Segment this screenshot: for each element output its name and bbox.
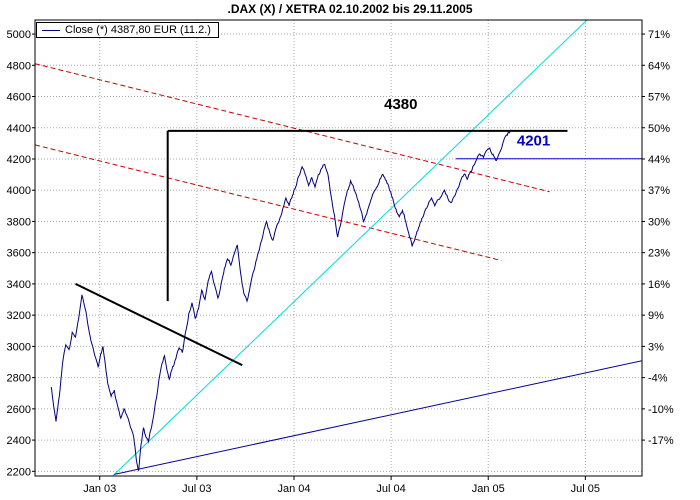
y-axis-right-label: 16% <box>648 279 670 291</box>
y-axis-right-label: -17% <box>648 435 674 447</box>
y-axis-left-label: 2600 <box>7 404 31 416</box>
y-axis-left-label: 4200 <box>7 154 31 166</box>
y-axis-right-label: 50% <box>648 123 670 135</box>
y-axis-left-label: 4400 <box>7 123 31 135</box>
y-axis-right-label: -4% <box>648 373 668 385</box>
price-line <box>50 129 512 471</box>
axis-labels: 5000 4800 4600 4400 4200 4000 3800 3600 3400 3200… <box>7 29 674 495</box>
plot-border <box>34 19 643 477</box>
y-axis-right-label: 37% <box>648 185 670 197</box>
y-axis-right-label: 44% <box>648 154 670 166</box>
y-axis-left-label: 3400 <box>7 279 31 291</box>
annotation-4201: 4201 <box>517 133 550 150</box>
legend-box: Close (*) 4387,80 EUR (11.2.) <box>36 22 219 38</box>
y-axis-left-label: 2200 <box>7 466 31 478</box>
steep-uptrend-line <box>112 20 588 476</box>
y-axis-right-label: 23% <box>648 248 670 260</box>
x-axis-label: Jul 03 <box>182 483 211 495</box>
close-series-line-swatch <box>42 29 60 31</box>
legend-label: Close (*) 4387,80 EUR (11.2.) <box>65 24 211 36</box>
y-axis-right-label: 71% <box>648 29 670 41</box>
upper-falling-channel-line <box>35 63 550 193</box>
y-axis-right-label: 64% <box>648 60 670 72</box>
x-axis-label: Jan 05 <box>472 483 505 495</box>
y-axis-right-label: 57% <box>648 92 670 104</box>
x-axis-label: Jul 05 <box>571 483 600 495</box>
y-axis-left-label: 3000 <box>7 341 31 353</box>
y-axis-left-label: 3200 <box>7 310 31 322</box>
y-axis-right-label: 30% <box>648 216 670 228</box>
y-axis-left-label: 3600 <box>7 248 31 260</box>
broken-downtrend-line <box>75 283 243 366</box>
y-axis-left-label: 3800 <box>7 216 31 228</box>
y-axis-left-label: 4000 <box>7 185 31 197</box>
chart-title: .DAX (X) / XETRA 02.10.2002 bis 29.11.20… <box>227 2 473 16</box>
y-axis-left-label: 4600 <box>7 92 31 104</box>
gridlines <box>35 20 642 476</box>
y-axis-left-label: 2400 <box>7 435 31 447</box>
y-axis-right-label: 9% <box>648 310 664 322</box>
x-axis-label: Jan 03 <box>83 483 116 495</box>
plot-area <box>35 20 642 476</box>
lower-falling-channel-line <box>35 144 502 261</box>
y-axis-left-label: 4800 <box>7 60 31 72</box>
x-axis-label: Jan 04 <box>277 483 310 495</box>
y-axis-left-label: 5000 <box>7 29 31 41</box>
long-support-line <box>114 360 642 475</box>
y-axis-right-label: 3% <box>648 341 664 353</box>
annotation-4380: 4380 <box>384 96 417 113</box>
y-axis-right-label: -10% <box>648 404 674 416</box>
y-axis-left-label: 2800 <box>7 373 31 385</box>
x-axis-label: Jul 04 <box>376 483 405 495</box>
